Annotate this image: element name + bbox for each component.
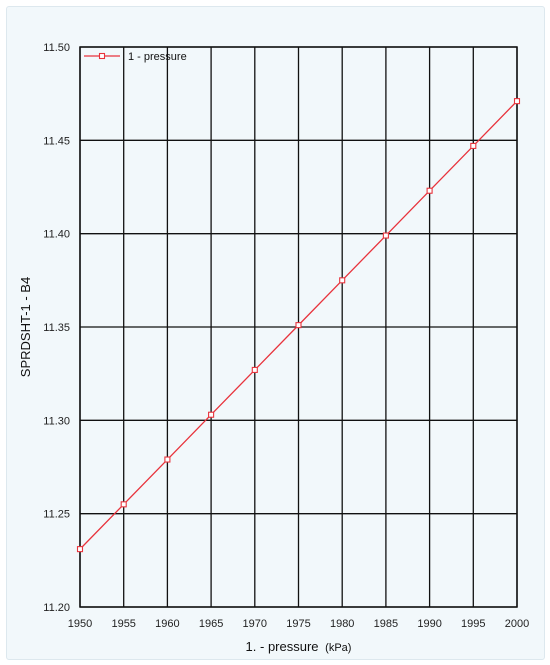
data-point [76,546,84,553]
data-point [513,98,521,105]
y-axis-title: SPRDSHT-1 - B4 [18,277,33,377]
data-point [164,456,171,463]
y-tick-label: 11.35 [43,322,70,334]
x-tick-label: 2000 [505,618,529,630]
plot-area-border [79,46,518,608]
x-axis-unit: (kPa) [325,642,351,654]
data-point [426,187,433,194]
chart-frame [6,6,545,660]
legend: 1 - pressure [84,51,187,63]
x-axis-ticks: 1950 1955 1960 1965 1970 1975 1980 1985 1990 1995… [68,618,529,630]
y-tick-label: 11.20 [43,602,70,614]
data-point [382,232,389,239]
series-layer [76,98,521,553]
y-axis-ticks: 11.20 11.25 11.30 11.35 11.40 11.45 11.50 [43,42,70,614]
y-tick-label: 11.25 [43,509,70,521]
x-tick-label: 1980 [330,618,354,630]
x-tick-label: 1990 [417,618,441,630]
x-tick-label: 1970 [243,618,267,630]
x-tick-label: 1950 [68,618,92,630]
y-tick-label: 11.30 [43,415,70,427]
y-tick-label: 11.50 [43,42,70,54]
data-point [120,501,127,508]
x-tick-label: 1965 [199,618,223,630]
legend-entry: 1 - pressure [128,51,187,63]
x-tick-label: 1995 [461,618,485,630]
data-point [208,411,215,418]
data-point [251,366,258,373]
data-point [470,142,477,149]
data-point [295,322,302,329]
legend-marker [98,52,106,60]
x-tick-label: 1975 [286,618,310,630]
x-axis-label: 1. - pressure [246,639,319,654]
x-tick-label: 1955 [111,618,135,630]
x-axis-title: 1. - pressure (kPa) [246,639,352,654]
y-tick-label: 11.40 [43,229,70,241]
x-tick-label: 1985 [374,618,398,630]
data-point [339,277,346,284]
x-tick-label: 1960 [155,618,179,630]
y-tick-label: 11.45 [43,135,70,147]
